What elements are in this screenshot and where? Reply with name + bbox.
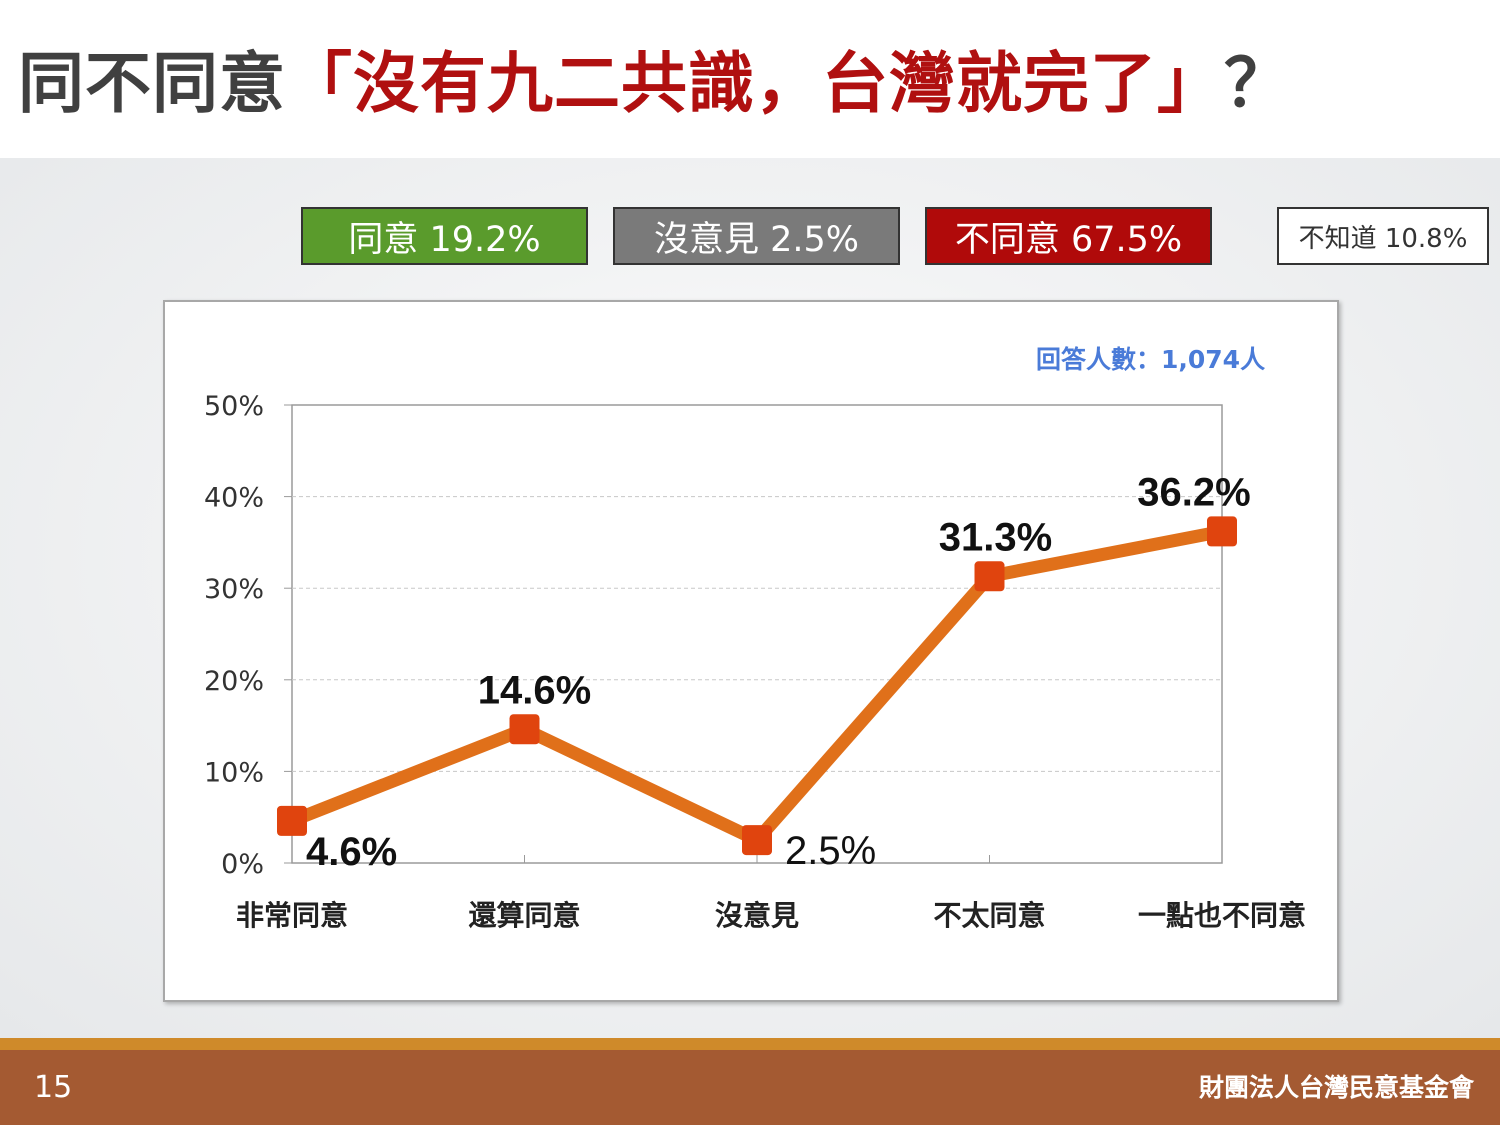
data-point-marker — [974, 561, 1005, 592]
summary-dont-know-box: 不知道 10.8% — [1277, 207, 1489, 265]
x-category-label: 還算同意 — [468, 899, 580, 932]
page-number: 15 — [34, 1070, 73, 1105]
y-tick-label: 10% — [204, 757, 264, 788]
title-highlight: 「沒有九二共識，台灣就完了」 — [286, 45, 1224, 122]
data-point-marker — [509, 714, 540, 745]
title-suffix: ？ — [1224, 45, 1291, 122]
data-point-marker — [742, 825, 772, 856]
summary-disagree-box: 不同意 67.5% — [925, 207, 1212, 265]
summary-no-opinion-box: 沒意見 2.5% — [613, 207, 900, 265]
x-category-label: 一點也不同意 — [1138, 899, 1306, 932]
summary-agree-box: 同意 19.2% — [301, 207, 588, 265]
y-tick-label: 20% — [204, 666, 264, 697]
footer-accent-line — [0, 1038, 1500, 1050]
x-category-label: 沒意見 — [715, 899, 799, 932]
data-point-marker — [277, 805, 307, 836]
respondent-count: 回答人數：1,074人 — [1036, 345, 1266, 374]
title-bar: 同不同意「沒有九二共識，台灣就完了」？ — [0, 0, 1500, 158]
y-tick-label: 0% — [221, 849, 264, 880]
data-label: 14.6% — [478, 668, 591, 712]
data-label: 31.3% — [939, 515, 1052, 559]
title-prefix: 同不同意 — [18, 45, 286, 122]
y-tick-label: 50% — [204, 391, 264, 422]
chart-panel — [163, 300, 1339, 1002]
x-category-label: 非常同意 — [236, 899, 348, 932]
data-label: 2.5% — [785, 829, 876, 873]
slide-title: 同不同意「沒有九二共識，台灣就完了」？ — [18, 38, 1291, 130]
footer-bar — [0, 1050, 1500, 1125]
series-line — [285, 524, 1229, 847]
y-tick-label: 30% — [204, 574, 264, 605]
organization-name: 財團法人台灣民意基金會 — [1198, 1073, 1474, 1102]
data-label: 4.6% — [306, 830, 397, 874]
y-tick-label: 40% — [204, 483, 264, 514]
x-category-label: 不太同意 — [933, 899, 1045, 932]
data-point-marker — [1207, 516, 1237, 547]
plot-area-frame — [291, 404, 1223, 864]
data-label: 36.2% — [1137, 470, 1250, 514]
